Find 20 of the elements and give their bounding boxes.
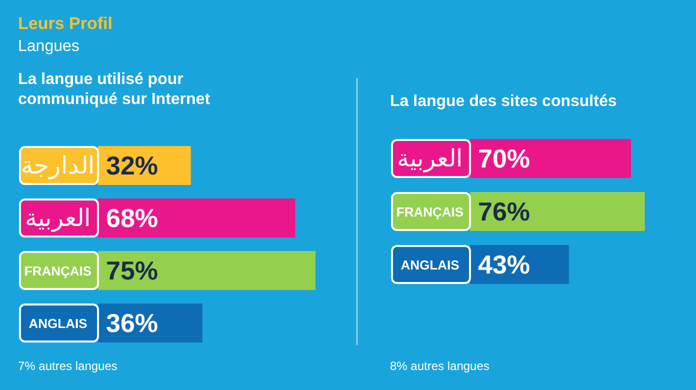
y-tick-label: FRANÇAIS [24, 264, 92, 278]
data-label: 76% [478, 196, 530, 226]
data-label: 70% [478, 144, 530, 174]
y-tick-label: ANGLAIS [400, 258, 460, 272]
data-label: 43% [478, 250, 530, 280]
data-label: 75% [106, 256, 158, 286]
data-label: 68% [106, 203, 158, 233]
text: Langues [18, 38, 80, 55]
chart-title: La langue utilisé pour communiqué sur Internet [18, 71, 211, 108]
data-label: 32% [106, 150, 158, 180]
data-label: 36% [106, 308, 158, 338]
text: 8% autres langues [390, 359, 490, 373]
y-tick-label: ANGLAIS [28, 316, 88, 331]
chart-title: La langue des sites consultés [390, 93, 617, 110]
text: Leurs Profil [18, 14, 112, 33]
y-tick-label: FRANÇAIS [396, 204, 464, 220]
y-tick-label: الدارجة [21, 152, 95, 180]
y-tick-label: العربية [25, 204, 91, 232]
y-tick-label: العربية [397, 144, 463, 172]
text: 7% autres langues [18, 359, 118, 373]
